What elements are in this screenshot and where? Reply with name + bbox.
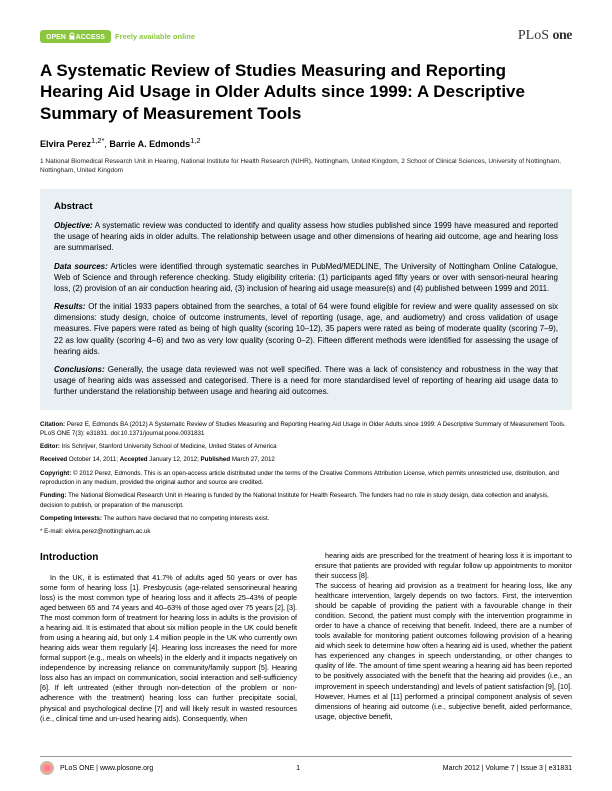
column-right: hearing aids are prescribed for the trea… [315,551,572,724]
footer-left: PLoS ONE | www.plosone.org [40,761,153,775]
header-bar: OPEN ACCESS Freely available online PLoS… [40,28,572,44]
plos-logo-icon [40,761,54,775]
editor-line: Editor: Iris Schrijver, Stanford Univers… [40,442,572,451]
open-access-badge: OPEN ACCESS [40,30,111,43]
journal-logo: PLoS one [518,28,572,44]
funding-line: Funding: The National Biomedical Researc… [40,491,572,510]
footer-url: PLoS ONE | www.plosone.org [60,765,153,772]
abstract-objective: Objective: A systematic review was condu… [54,220,558,254]
affiliations: 1 National Biomedical Research Unit in H… [40,157,572,175]
copyright-line: Copyright: © 2012 Perez, Edmonds. This i… [40,469,572,488]
footer-page-number: 1 [296,765,300,772]
open-access-indicator: OPEN ACCESS Freely available online [40,30,195,43]
abstract-datasources: Data sources: Articles were identified t… [54,261,558,295]
competing-line: Competing Interests: The authors have de… [40,514,572,523]
introduction-heading: Introduction [40,551,297,565]
author-1: Elvira Perez [40,139,91,149]
intro-paragraph-2: hearing aids are prescribed for the trea… [315,551,572,722]
citation-line: Citation: Perez E, Edmonds BA (2012) A S… [40,420,572,439]
authors-line: Elvira Perez1,2*, Barrie A. Edmonds1,2 [40,136,572,149]
dates-line: Received October 14, 2011; Accepted Janu… [40,455,572,464]
abstract-heading: Abstract [54,201,558,212]
email-line: * E-mail: elvira.perez@nottingham.ac.uk [40,527,572,536]
abstract-box: Abstract Objective: A systematic review … [40,189,572,410]
intro-paragraph-1: In the UK, it is estimated that 41.7% of… [40,573,297,724]
abstract-results: Results: Of the initial 1933 papers obta… [54,301,558,357]
body-columns: Introduction In the UK, it is estimated … [40,551,572,724]
freely-available-text: Freely available online [115,32,195,41]
article-title: A Systematic Review of Studies Measuring… [40,60,572,124]
footer-issue: March 2012 | Volume 7 | Issue 3 | e31831 [443,765,572,772]
page-footer: PLoS ONE | www.plosone.org 1 March 2012 … [40,756,572,775]
abstract-conclusions: Conclusions: Generally, the usage data r… [54,364,558,398]
column-left: Introduction In the UK, it is estimated … [40,551,297,724]
metadata-block: Citation: Perez E, Edmonds BA (2012) A S… [40,420,572,537]
author-2: Barrie A. Edmonds [109,139,190,149]
